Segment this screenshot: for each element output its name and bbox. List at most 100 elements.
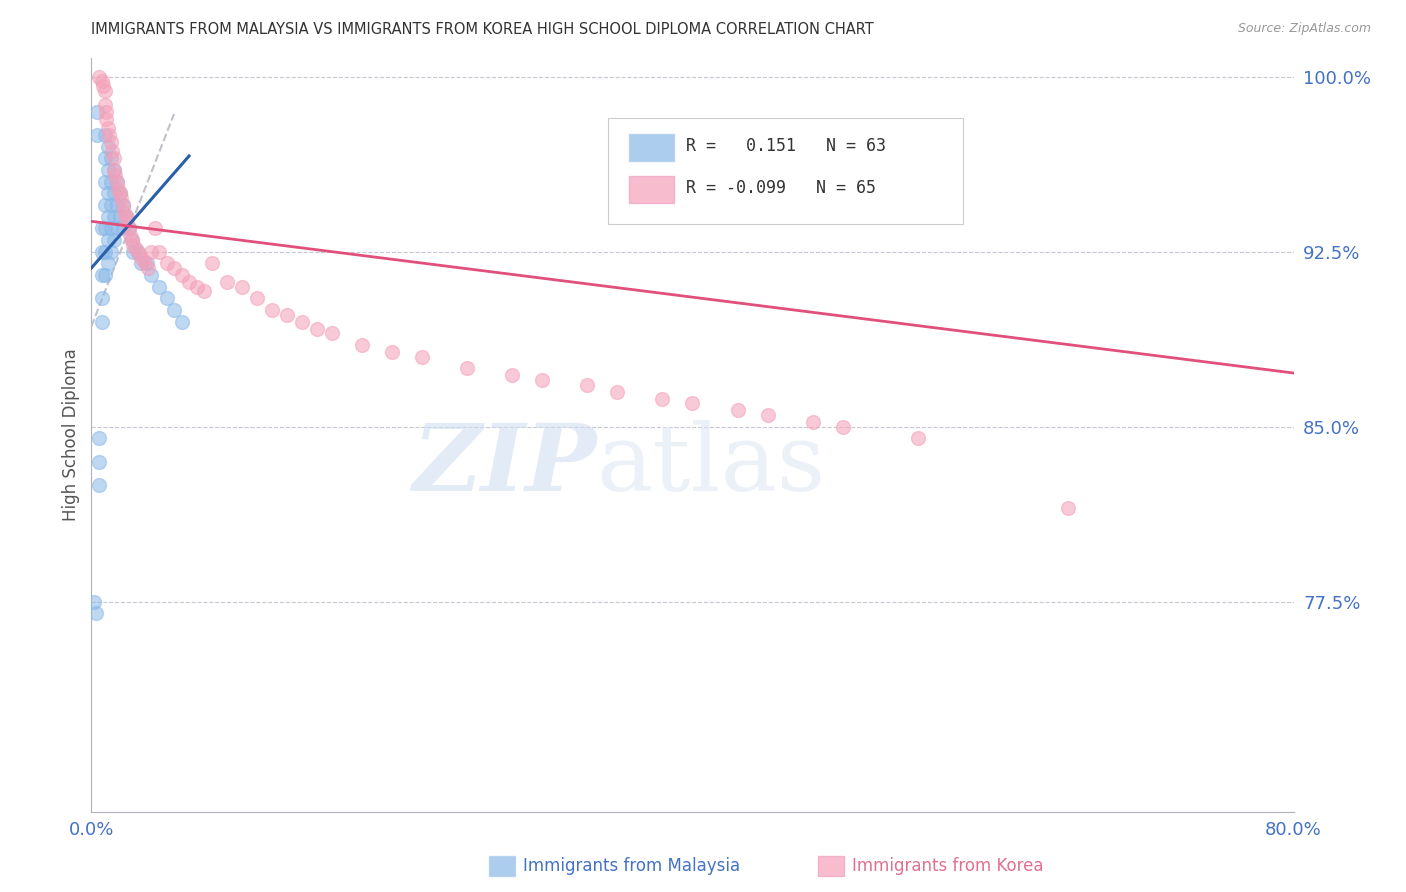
Point bbox=[97, 186, 120, 201]
Point bbox=[97, 163, 120, 178]
Point bbox=[105, 198, 128, 212]
Point bbox=[94, 128, 117, 142]
Point bbox=[90, 268, 112, 282]
FancyBboxPatch shape bbox=[609, 119, 963, 224]
Point bbox=[125, 243, 148, 257]
Point bbox=[100, 175, 122, 189]
Point bbox=[141, 244, 163, 259]
FancyBboxPatch shape bbox=[628, 134, 675, 161]
Point bbox=[90, 74, 112, 88]
Point bbox=[101, 145, 124, 159]
Point bbox=[260, 303, 283, 318]
Point bbox=[94, 97, 117, 112]
Point bbox=[246, 291, 269, 305]
Point bbox=[148, 244, 170, 259]
Point bbox=[141, 268, 163, 282]
Point bbox=[727, 403, 749, 417]
Point bbox=[129, 256, 152, 270]
Point bbox=[681, 396, 703, 410]
Point bbox=[103, 233, 125, 247]
Point bbox=[103, 163, 125, 178]
Point bbox=[907, 431, 929, 445]
Point bbox=[94, 244, 117, 259]
Point bbox=[100, 135, 122, 149]
Point bbox=[163, 260, 186, 275]
Point bbox=[87, 431, 110, 445]
Point bbox=[86, 128, 108, 142]
Point bbox=[1057, 501, 1080, 516]
Text: Immigrants from Korea: Immigrants from Korea bbox=[852, 857, 1043, 875]
Point bbox=[105, 221, 128, 235]
Text: IMMIGRANTS FROM MALAYSIA VS IMMIGRANTS FROM KOREA HIGH SCHOOL DIPLOMA CORRELATIO: IMMIGRANTS FROM MALAYSIA VS IMMIGRANTS F… bbox=[91, 22, 875, 37]
Point bbox=[103, 151, 125, 165]
Point bbox=[215, 275, 238, 289]
Point bbox=[87, 478, 110, 492]
Point bbox=[84, 607, 107, 621]
Text: atlas: atlas bbox=[596, 420, 825, 510]
Point bbox=[411, 350, 433, 364]
Point bbox=[93, 78, 115, 93]
Point bbox=[117, 214, 139, 228]
Point bbox=[90, 315, 112, 329]
Point bbox=[105, 175, 128, 189]
Text: R = -0.099   N = 65: R = -0.099 N = 65 bbox=[686, 179, 876, 197]
Point bbox=[120, 228, 142, 243]
Point bbox=[103, 186, 125, 201]
Point bbox=[83, 595, 105, 609]
Point bbox=[606, 384, 628, 399]
Point bbox=[107, 182, 129, 196]
Point bbox=[100, 151, 122, 165]
Point bbox=[131, 252, 153, 266]
Point bbox=[531, 373, 554, 387]
Point bbox=[651, 392, 673, 406]
Point bbox=[170, 268, 193, 282]
Point bbox=[108, 186, 131, 201]
Point bbox=[801, 415, 824, 429]
Point bbox=[111, 221, 134, 235]
Point bbox=[305, 321, 328, 335]
Point bbox=[155, 256, 177, 270]
Point bbox=[94, 268, 117, 282]
Point bbox=[756, 408, 779, 422]
Point bbox=[381, 345, 404, 359]
Point bbox=[321, 326, 343, 341]
Point bbox=[501, 368, 523, 383]
Point bbox=[456, 361, 478, 376]
Point bbox=[97, 120, 120, 135]
Point bbox=[87, 70, 110, 84]
Point bbox=[100, 244, 122, 259]
Point bbox=[155, 291, 177, 305]
Point bbox=[177, 275, 200, 289]
Point bbox=[193, 285, 215, 299]
Point bbox=[90, 244, 112, 259]
Point bbox=[90, 221, 112, 235]
Point bbox=[98, 128, 121, 142]
Point bbox=[291, 315, 314, 329]
Point bbox=[94, 221, 117, 235]
Point bbox=[136, 256, 159, 270]
Point bbox=[186, 279, 208, 293]
Point bbox=[97, 233, 120, 247]
Point bbox=[100, 198, 122, 212]
Point bbox=[350, 338, 373, 352]
Text: ZIP: ZIP bbox=[412, 420, 596, 510]
Point bbox=[103, 163, 125, 178]
Point bbox=[96, 112, 118, 126]
Point bbox=[94, 84, 117, 98]
Point bbox=[97, 256, 120, 270]
Point bbox=[117, 210, 139, 224]
Point bbox=[111, 198, 134, 212]
Point bbox=[90, 291, 112, 305]
Text: Immigrants from Malaysia: Immigrants from Malaysia bbox=[523, 857, 740, 875]
Point bbox=[276, 308, 298, 322]
Point bbox=[118, 221, 141, 235]
Point bbox=[163, 303, 186, 318]
Point bbox=[118, 221, 141, 235]
Point bbox=[97, 210, 120, 224]
Point bbox=[105, 175, 128, 189]
Point bbox=[94, 175, 117, 189]
Point bbox=[231, 279, 253, 293]
Point bbox=[122, 237, 145, 252]
Text: R =   0.151   N = 63: R = 0.151 N = 63 bbox=[686, 137, 886, 155]
Point bbox=[87, 455, 110, 469]
